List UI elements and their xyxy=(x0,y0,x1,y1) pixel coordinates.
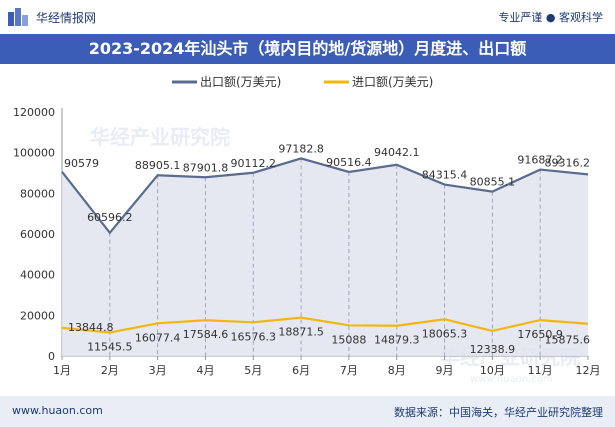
x-tick-label: 3月 xyxy=(149,364,167,377)
import-data-label: 16077.4 xyxy=(135,331,181,344)
plot-area: 0 20000 40000 60000 80000 100000 120000 1月 2月 3月 4… xyxy=(13,106,601,377)
export-data-label: 89316.2 xyxy=(545,156,591,169)
y-tick-label: 120000 xyxy=(13,106,55,119)
x-tick-label: 4月 xyxy=(196,364,214,377)
export-data-label: 91687.2 xyxy=(517,154,563,167)
import-data-label: 18065.3 xyxy=(422,327,468,340)
y-tick-label: 0 xyxy=(48,350,55,363)
x-tick-label: 9月 xyxy=(436,364,454,377)
x-tick-label: 1月 xyxy=(53,364,71,377)
x-tick-label: 2月 xyxy=(101,364,119,377)
x-tick-label: 6月 xyxy=(292,364,310,377)
export-data-label: 90579 xyxy=(64,157,99,170)
import-data-label: 11545.5 xyxy=(87,341,133,354)
footer-source: 数据来源：中国海关，华经产业研究院整理 xyxy=(394,406,603,419)
brand-tagline: 专业严谨 ● 客观科学 xyxy=(498,11,603,24)
import-data-label: 16576.3 xyxy=(231,330,277,343)
footer-website: www.huaon.com xyxy=(12,404,103,417)
y-tick-label: 40000 xyxy=(20,269,55,282)
x-tick-label: 5月 xyxy=(244,364,262,377)
x-tick-label: 8月 xyxy=(388,364,406,377)
export-data-label: 60596.2 xyxy=(87,211,133,224)
watermark-text: 华经产业研究院 xyxy=(90,125,230,149)
import-data-label: 14879.3 xyxy=(374,334,420,347)
footer-bar: www.huaon.com 数据来源：中国海关，华经产业研究院整理 xyxy=(0,396,615,427)
import-data-label: 15875.6 xyxy=(545,334,591,347)
y-tick-label: 80000 xyxy=(20,187,55,200)
import-data-label: 18871.5 xyxy=(278,326,324,339)
export-series-line xyxy=(61,157,589,235)
export-data-label: 94042.1 xyxy=(374,146,420,159)
x-tick-label: 12月 xyxy=(576,364,601,377)
y-tick-label: 20000 xyxy=(20,309,55,322)
import-data-label: 17584.6 xyxy=(183,328,229,341)
y-tick-label: 100000 xyxy=(13,147,55,160)
legend-import-label: 进口额(万美元) xyxy=(352,75,433,89)
y-tick-label: 60000 xyxy=(20,228,55,241)
export-data-label: 90516.4 xyxy=(326,156,372,169)
watermark-text: www.huaon.com xyxy=(470,374,553,385)
legend-export-label: 出口额(万美元) xyxy=(200,75,281,89)
chart-legend: 出口额(万美元) 进口额(万美元) xyxy=(172,75,433,89)
import-data-label: 12338.9 xyxy=(470,343,516,356)
export-data-label: 97182.8 xyxy=(278,142,324,155)
export-data-label: 84315.4 xyxy=(422,169,468,182)
export-area-fill xyxy=(62,158,588,356)
import-data-label: 17650.9 xyxy=(517,328,563,341)
chart-title: 2023-2024年汕头市（境内目的地/货源地）月度进、出口额 xyxy=(0,34,615,64)
export-data-label: 90112.2 xyxy=(231,157,277,170)
export-data-label: 88905.1 xyxy=(135,159,181,172)
line-chart: 华经产业研究院 华经产业研究院 www.huaon.com 出口额(万美元) 进… xyxy=(13,75,601,385)
x-tick-label: 11月 xyxy=(528,364,553,377)
export-data-label: 87901.8 xyxy=(183,161,229,174)
x-tick-label: 10月 xyxy=(480,364,505,377)
x-tick-label: 7月 xyxy=(340,364,358,377)
top-bar: 华经情报网 专业严谨 ● 客观科学 xyxy=(0,0,615,34)
brand-name: 华经情报网 xyxy=(36,11,97,25)
import-data-label: 15088 xyxy=(331,333,366,346)
import-series-line xyxy=(61,316,589,334)
import-data-label: 13844.8 xyxy=(68,321,114,334)
export-data-label: 80855.1 xyxy=(470,176,516,189)
huajing-logo-icon xyxy=(8,8,28,26)
